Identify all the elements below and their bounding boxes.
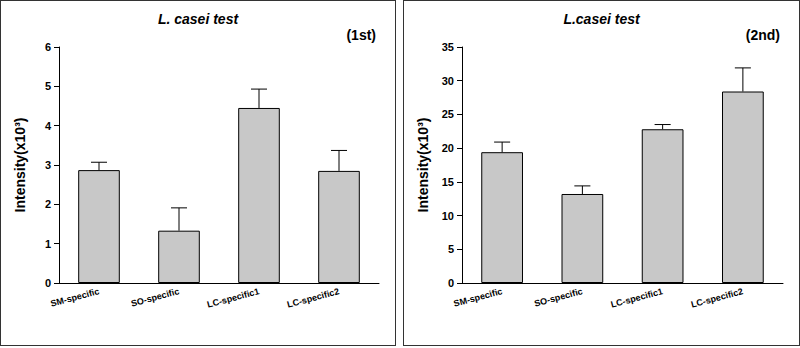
svg-text:5: 5	[448, 243, 454, 255]
svg-text:0: 0	[45, 277, 51, 289]
svg-text:Intensity(x10³): Intensity(x10³)	[12, 118, 28, 213]
svg-text:25: 25	[442, 108, 454, 120]
svg-text:35: 35	[442, 41, 454, 53]
svg-text:LC-specific1: LC-specific1	[206, 286, 260, 310]
svg-text:SO-specific: SO-specific	[130, 286, 180, 308]
svg-text:2: 2	[45, 198, 51, 210]
svg-text:0: 0	[448, 277, 454, 289]
svg-text:L.casei test: L.casei test	[563, 11, 641, 27]
svg-text:(2nd): (2nd)	[746, 27, 780, 43]
svg-text:(1st): (1st)	[346, 27, 376, 43]
svg-text:1: 1	[45, 238, 51, 250]
svg-text:6: 6	[45, 41, 51, 53]
svg-text:LC-specific2: LC-specific2	[690, 286, 744, 310]
svg-text:3: 3	[45, 159, 51, 171]
svg-text:5: 5	[45, 80, 51, 92]
svg-text:SM-specific: SM-specific	[49, 286, 100, 309]
svg-text:30: 30	[442, 75, 454, 87]
svg-text:L. casei test: L. casei test	[158, 11, 239, 27]
svg-text:LC-specific1: LC-specific1	[610, 286, 664, 310]
svg-text:15: 15	[442, 176, 454, 188]
svg-text:SM-specific: SM-specific	[453, 286, 504, 309]
svg-text:LC-specific2: LC-specific2	[286, 286, 340, 310]
svg-text:Intensity(x10³): Intensity(x10³)	[415, 118, 431, 213]
svg-text:4: 4	[45, 120, 52, 132]
svg-text:10: 10	[442, 210, 454, 222]
svg-text:20: 20	[442, 142, 454, 154]
svg-text:SO-specific: SO-specific	[533, 286, 583, 308]
